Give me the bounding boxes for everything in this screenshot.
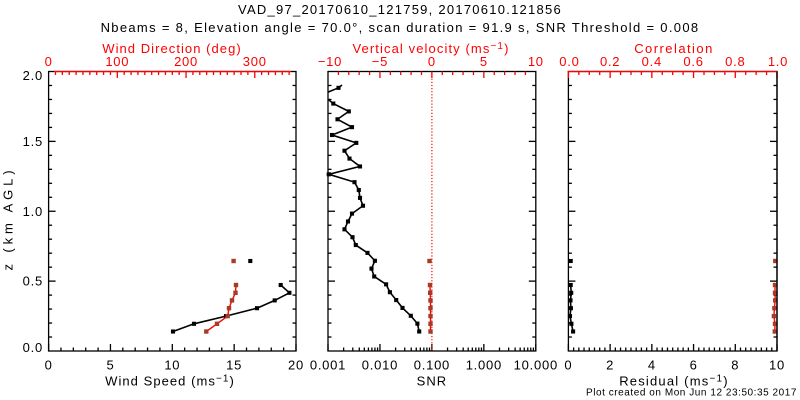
svg-text:5: 5: [106, 357, 114, 372]
svg-text:0: 0: [428, 54, 436, 69]
svg-text:0.100: 0.100: [414, 357, 450, 372]
svg-text:10: 10: [528, 54, 544, 69]
svg-text:Residual (ms−1): Residual (ms−1): [619, 373, 729, 388]
svg-text:−10: −10: [318, 54, 342, 69]
svg-text:15: 15: [226, 357, 242, 372]
svg-text:Nbeams = 8, Elevation angle =: Nbeams = 8, Elevation angle = 70.0°, sca…: [101, 20, 700, 35]
svg-text:0: 0: [45, 54, 53, 69]
svg-text:0.6: 0.6: [683, 54, 703, 69]
svg-text:2.0: 2.0: [23, 68, 43, 83]
svg-text:SNR: SNR: [417, 373, 447, 388]
svg-text:0: 0: [564, 357, 572, 372]
svg-text:−5: −5: [372, 54, 388, 69]
svg-text:Wind Speed (ms−1): Wind Speed (ms−1): [105, 373, 235, 388]
svg-text:Plot created on Mon Jun 12 23:: Plot created on Mon Jun 12 23:50:35 2017: [586, 388, 797, 399]
svg-text:1.5: 1.5: [23, 134, 43, 149]
svg-text:1.000: 1.000: [466, 357, 502, 372]
svg-text:0.4: 0.4: [642, 54, 662, 69]
svg-text:Vertical velocity (ms−1): Vertical velocity (ms−1): [352, 41, 509, 56]
svg-text:VAD_97_20170610_121759, 201706: VAD_97_20170610_121759, 20170610.121856: [238, 2, 562, 17]
svg-text:5: 5: [480, 54, 488, 69]
svg-text:0.2: 0.2: [600, 54, 620, 69]
svg-text:0.8: 0.8: [725, 54, 745, 69]
svg-text:0: 0: [45, 357, 53, 372]
svg-text:300: 300: [243, 54, 267, 69]
svg-text:0.0: 0.0: [559, 54, 579, 69]
svg-text:2: 2: [606, 357, 614, 372]
svg-text:10: 10: [164, 357, 180, 372]
svg-text:Correlation: Correlation: [634, 41, 714, 56]
svg-text:0.0: 0.0: [23, 340, 43, 355]
svg-text:100: 100: [105, 54, 129, 69]
svg-text:6: 6: [690, 357, 698, 372]
svg-text:1.0: 1.0: [23, 204, 43, 219]
svg-text:1.0: 1.0: [768, 54, 788, 69]
svg-text:10.000: 10.000: [514, 357, 558, 372]
svg-text:0.001: 0.001: [310, 357, 346, 372]
svg-text:20: 20: [288, 357, 304, 372]
svg-text:Wind Direction (deg): Wind Direction (deg): [102, 41, 242, 56]
svg-text:200: 200: [174, 54, 198, 69]
svg-text:0.5: 0.5: [23, 274, 43, 289]
svg-text:z (km AGL): z (km AGL): [1, 166, 16, 270]
svg-text:4: 4: [648, 357, 656, 372]
svg-text:10: 10: [769, 357, 785, 372]
svg-text:8: 8: [731, 357, 739, 372]
svg-text:0.010: 0.010: [362, 357, 398, 372]
